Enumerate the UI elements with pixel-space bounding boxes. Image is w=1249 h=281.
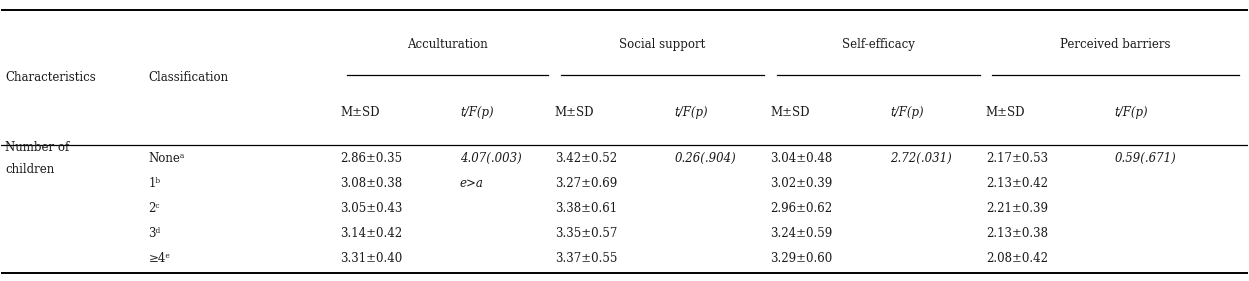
Text: 3.24±0.59: 3.24±0.59 — [771, 227, 833, 240]
Text: Noneᵃ: Noneᵃ — [149, 152, 185, 165]
Text: Perceived barriers: Perceived barriers — [1060, 38, 1170, 51]
Text: ≥4ᵉ: ≥4ᵉ — [149, 252, 170, 265]
Text: 2.17±0.53: 2.17±0.53 — [985, 152, 1048, 165]
Text: t/F(p): t/F(p) — [460, 106, 493, 119]
Text: M±SD: M±SD — [555, 106, 595, 119]
Text: 3.04±0.48: 3.04±0.48 — [771, 152, 833, 165]
Text: Acculturation: Acculturation — [407, 38, 488, 51]
Text: 2.86±0.35: 2.86±0.35 — [341, 152, 402, 165]
Text: children: children — [5, 163, 55, 176]
Text: 1ᵇ: 1ᵇ — [149, 177, 161, 190]
Text: t/F(p): t/F(p) — [891, 106, 923, 119]
Text: 3.05±0.43: 3.05±0.43 — [341, 202, 402, 215]
Text: 2.08±0.42: 2.08±0.42 — [985, 252, 1048, 265]
Text: Social support: Social support — [620, 38, 706, 51]
Text: 3ᵈ: 3ᵈ — [149, 227, 161, 240]
Text: 2.96±0.62: 2.96±0.62 — [771, 202, 832, 215]
Text: Self-efficacy: Self-efficacy — [842, 38, 914, 51]
Text: 2.13±0.42: 2.13±0.42 — [985, 177, 1048, 190]
Text: e>a: e>a — [460, 177, 483, 190]
Text: t/F(p): t/F(p) — [674, 106, 708, 119]
Text: Characteristics: Characteristics — [5, 71, 96, 84]
Text: 3.08±0.38: 3.08±0.38 — [341, 177, 402, 190]
Text: 3.02±0.39: 3.02±0.39 — [771, 177, 833, 190]
Text: t/F(p): t/F(p) — [1114, 106, 1148, 119]
Text: M±SD: M±SD — [341, 106, 380, 119]
Text: 2.21±0.39: 2.21±0.39 — [985, 202, 1048, 215]
Text: 3.29±0.60: 3.29±0.60 — [771, 252, 833, 265]
Text: 0.59(.671): 0.59(.671) — [1114, 152, 1177, 165]
Text: M±SD: M±SD — [985, 106, 1025, 119]
Text: 2.13±0.38: 2.13±0.38 — [985, 227, 1048, 240]
Text: 0.26(.904): 0.26(.904) — [674, 152, 736, 165]
Text: 3.37±0.55: 3.37±0.55 — [555, 252, 617, 265]
Text: 3.31±0.40: 3.31±0.40 — [341, 252, 402, 265]
Text: M±SD: M±SD — [771, 106, 809, 119]
Text: 3.27±0.69: 3.27±0.69 — [555, 177, 617, 190]
Text: 4.07(.003): 4.07(.003) — [460, 152, 522, 165]
Text: 2.72(.031): 2.72(.031) — [891, 152, 952, 165]
Text: 3.42±0.52: 3.42±0.52 — [555, 152, 617, 165]
Text: 3.35±0.57: 3.35±0.57 — [555, 227, 617, 240]
Text: 3.38±0.61: 3.38±0.61 — [555, 202, 617, 215]
Text: Classification: Classification — [149, 71, 229, 84]
Text: 2ᶜ: 2ᶜ — [149, 202, 160, 215]
Text: Number of: Number of — [5, 141, 70, 154]
Text: 3.14±0.42: 3.14±0.42 — [341, 227, 402, 240]
